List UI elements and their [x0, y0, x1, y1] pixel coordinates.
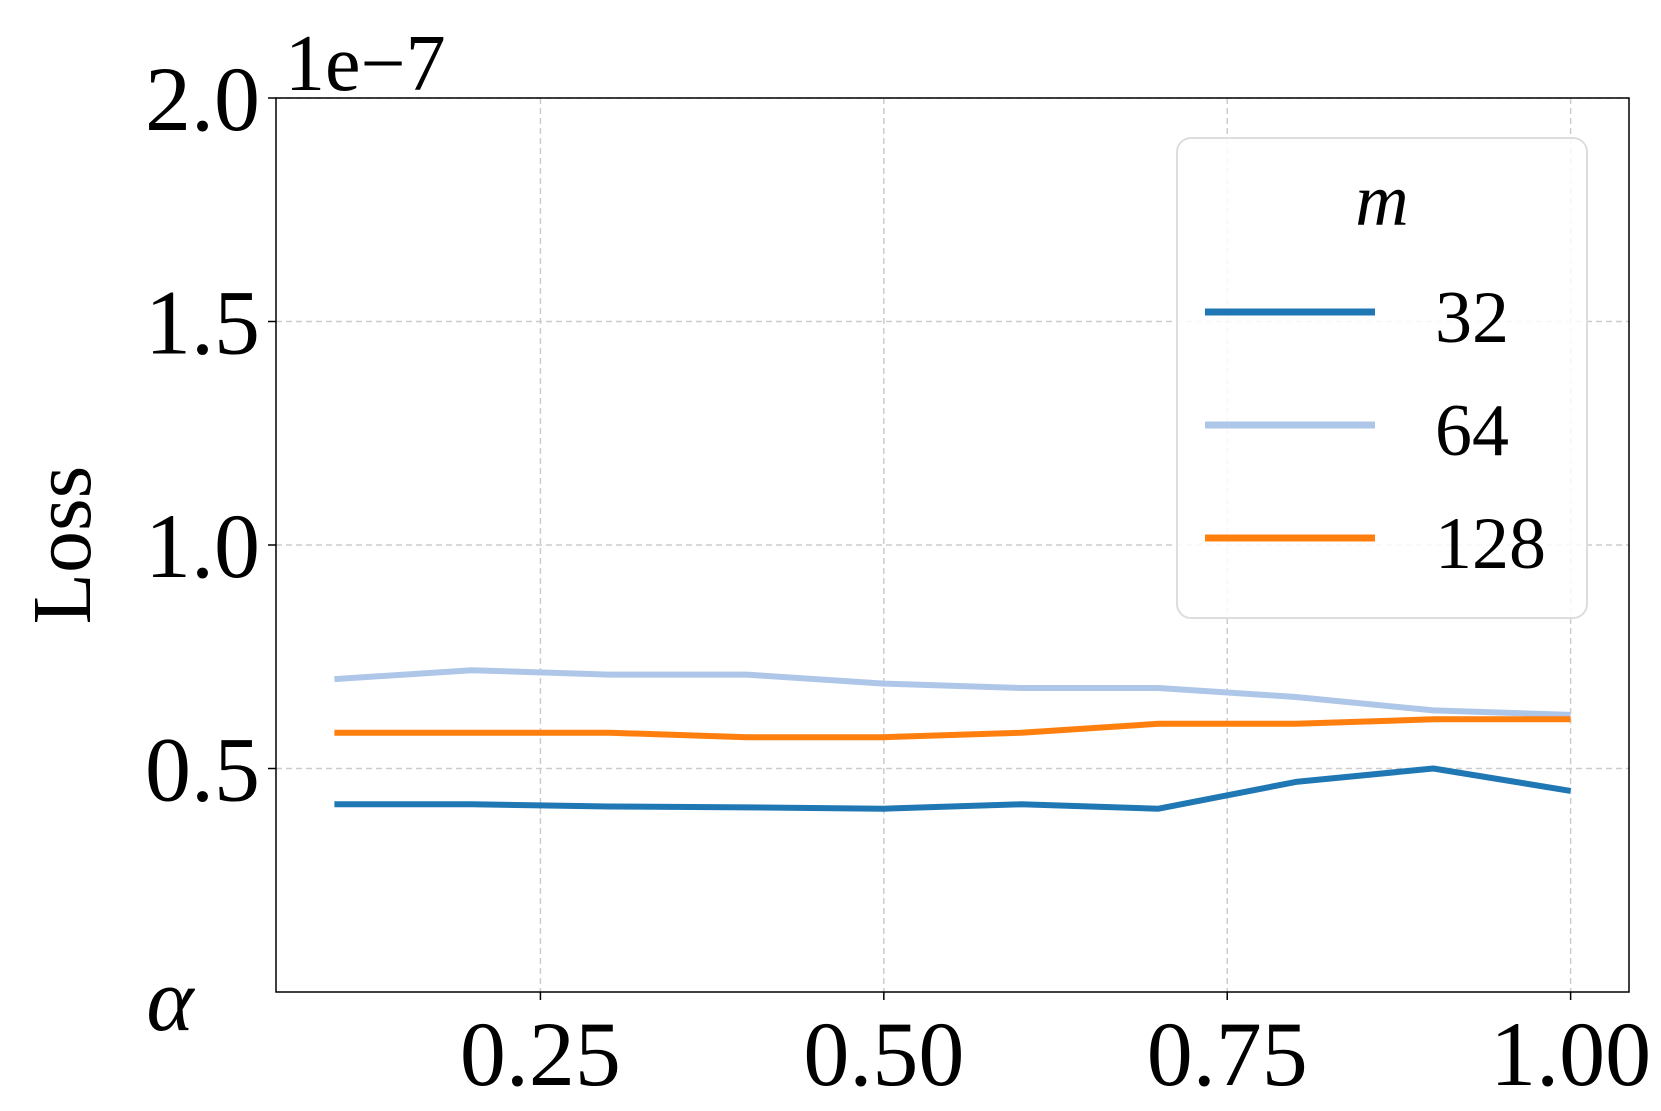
series-line-32 — [334, 765, 1572, 812]
y-tick-label: 2.0 — [145, 48, 260, 150]
legend-title: m — [1355, 160, 1408, 242]
y-tick-label: 1.5 — [145, 272, 260, 374]
x-tick-label: 1.00 — [1490, 1003, 1651, 1105]
y-tick-label: 1.0 — [145, 495, 260, 597]
y-offset-text: 1e−7 — [285, 20, 446, 108]
series-line-128 — [334, 716, 1571, 741]
legend-label-64: 64 — [1435, 390, 1509, 472]
series-line-64 — [334, 667, 1571, 718]
y-tick-label: 0.5 — [145, 719, 260, 821]
y-ticks: 0.5 1.0 1.5 2.0 — [145, 48, 276, 821]
legend: m 32 64 128 — [1176, 137, 1588, 619]
legend-label-32: 32 — [1435, 277, 1509, 359]
legend-box — [1176, 137, 1588, 619]
y-axis-label: Loss — [16, 466, 109, 625]
legend-entries: 32 64 128 — [1205, 277, 1546, 585]
legend-label-128: 128 — [1435, 503, 1546, 585]
x-ticks: 0.25 0.50 0.75 1.00 — [460, 992, 1651, 1105]
series-lines — [334, 667, 1572, 812]
x-tick-label: 0.25 — [460, 1003, 621, 1105]
x-tick-label: 0.50 — [803, 1003, 964, 1105]
x-tick-label: 0.75 — [1147, 1003, 1308, 1105]
x-axis-label: α — [146, 951, 195, 1050]
